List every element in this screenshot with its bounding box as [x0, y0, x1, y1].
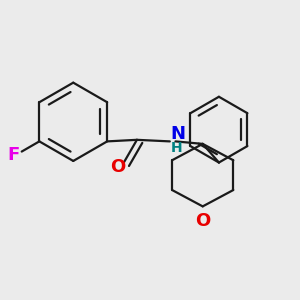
- Text: N: N: [170, 124, 185, 142]
- Text: O: O: [110, 158, 125, 176]
- Text: O: O: [195, 212, 210, 230]
- Text: H: H: [170, 141, 182, 155]
- Text: F: F: [8, 146, 20, 164]
